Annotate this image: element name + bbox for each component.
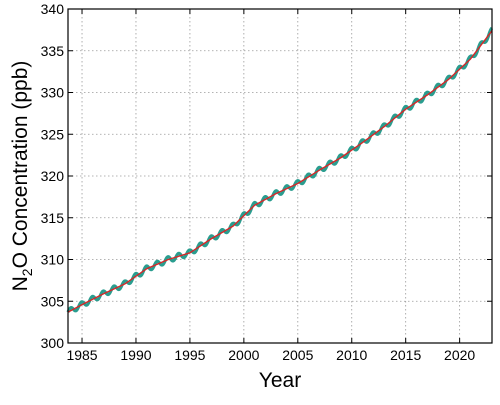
y-tick-label: 335 (41, 43, 65, 59)
grid (68, 9, 492, 343)
ticks (68, 8, 492, 344)
y-tick-label: 305 (41, 293, 65, 309)
series-line-seasonal (66, 26, 494, 314)
y-tick-label: 330 (41, 85, 65, 101)
y-tick-label: 320 (41, 168, 65, 184)
series-layer (66, 26, 494, 314)
y-axis-title: N2O Concentration (ppb) (9, 61, 35, 292)
y-tick-labels: 300 305 310 315 320 325 330 335 340 (41, 1, 65, 351)
x-tick-label: 2020 (444, 347, 475, 363)
x-tick-label: 1990 (120, 347, 151, 363)
y-tick-label: 315 (41, 210, 65, 226)
x-tick-label: 1995 (174, 347, 205, 363)
x-tick-labels: 1985 1990 1995 2000 2005 2010 2015 2020 (66, 347, 475, 363)
y-tick-label: 325 (41, 126, 65, 142)
x-tick-label: 2015 (390, 347, 421, 363)
x-tick-label: 2000 (228, 347, 259, 363)
x-tick-label: 2005 (282, 347, 313, 363)
y-tick-label: 310 (41, 252, 65, 268)
x-axis-title: Year (259, 369, 301, 392)
y-axis-title-suffix: O Concentration (ppb) (9, 61, 32, 269)
y-axis-title-subscript: 2 (19, 268, 35, 276)
y-tick-label: 340 (41, 1, 65, 17)
y-axis-title-prefix: N (9, 276, 32, 291)
series-line-trend (67, 30, 493, 313)
y-tick-label: 300 (41, 335, 65, 351)
x-tick-label: 2010 (336, 347, 367, 363)
x-tick-label: 1985 (66, 347, 97, 363)
